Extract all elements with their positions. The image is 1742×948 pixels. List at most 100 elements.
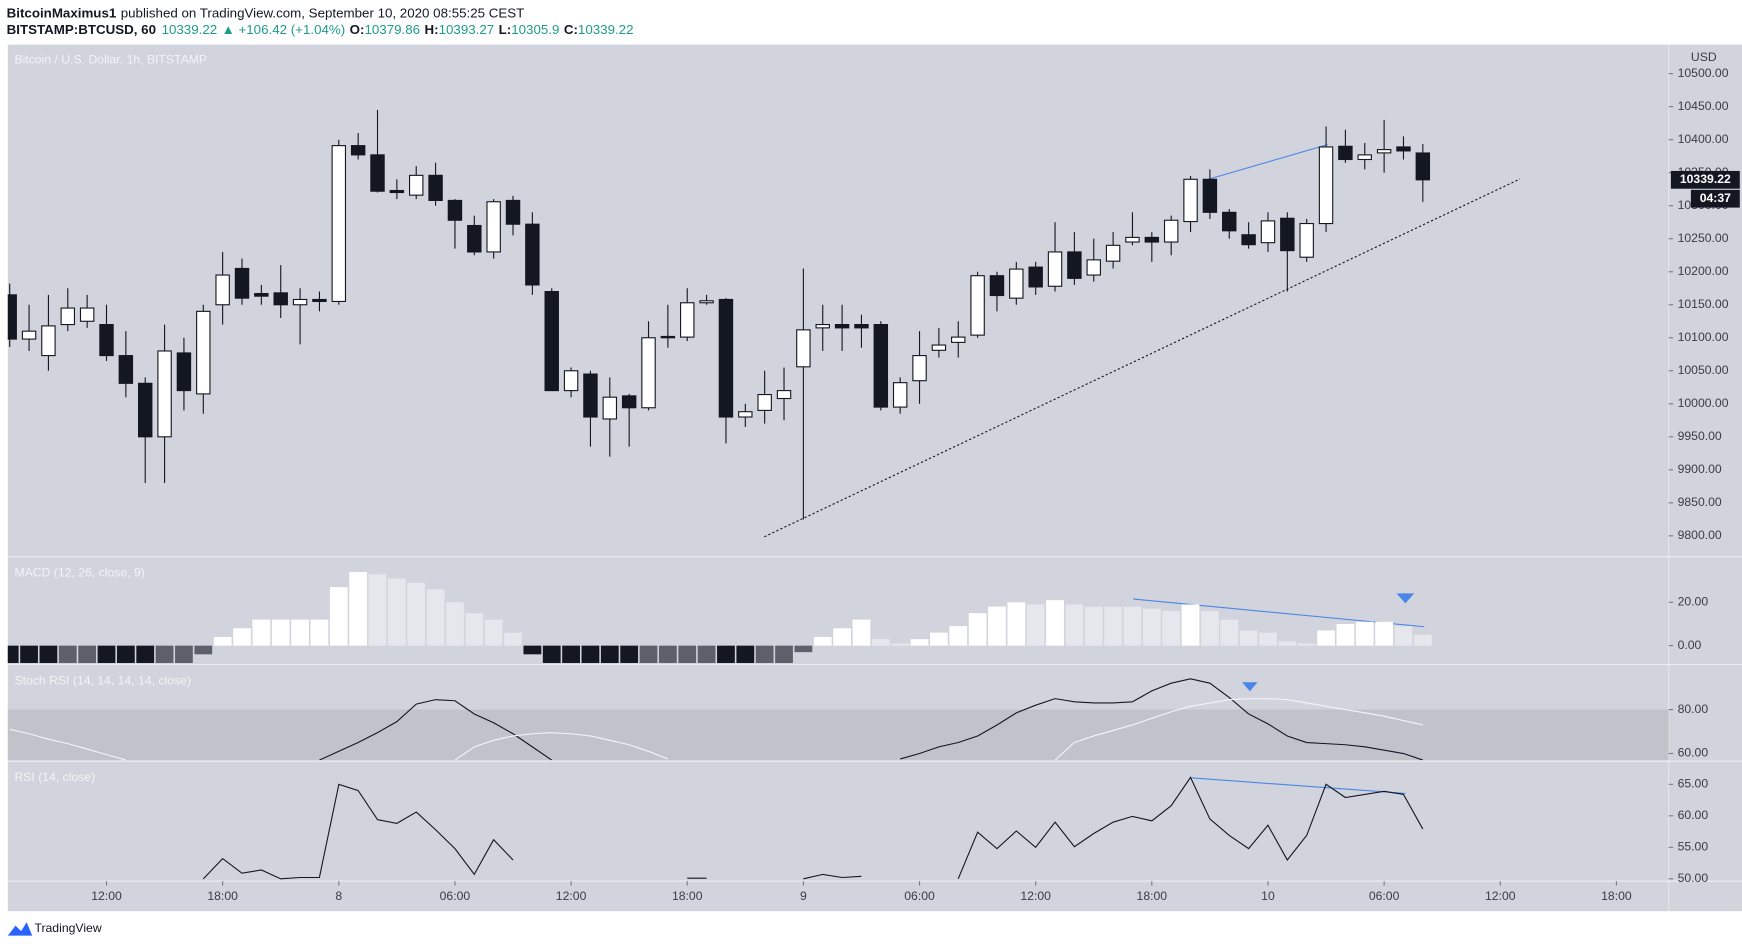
histogram-bar (1007, 602, 1026, 646)
countdown-box (1690, 189, 1740, 208)
candle-body (447, 199, 463, 221)
candle-body (1338, 145, 1353, 161)
x-tick-label: 06:00 (904, 889, 935, 903)
candle-body (1415, 152, 1431, 181)
x-tick-label: 9 (800, 889, 807, 903)
last-price: 10339.22 (162, 22, 218, 37)
ohlc-label: L: (499, 22, 512, 37)
candle-body (176, 352, 192, 392)
candle-body (1222, 211, 1237, 232)
candle-body (137, 382, 153, 438)
candle-body (757, 393, 772, 411)
indicator-line (9, 698, 1423, 761)
histogram-bar (194, 645, 213, 655)
x-tick-label: 12:00 (1020, 889, 1051, 903)
indicator-line (319, 678, 1423, 761)
x-tick-label: 18:00 (1137, 889, 1168, 903)
histogram-bar (213, 636, 232, 646)
histogram-bar (136, 645, 155, 663)
histogram-bar (504, 632, 522, 646)
high-value: 10393.27 (439, 22, 495, 37)
candle-body (273, 292, 288, 306)
histogram-bar (252, 619, 271, 646)
histogram-bar (1355, 621, 1374, 646)
histogram-bar (1046, 600, 1064, 646)
arrow-marker (1396, 593, 1415, 604)
histogram-bar (775, 645, 793, 663)
histogram-bar (116, 645, 135, 663)
footer-logo: TradingView (7, 921, 102, 936)
logo-icon (7, 922, 33, 936)
symbol-line: BITSTAMP:BTCUSD, 60 10339.22 ▲ +106.42 (+1… (7, 22, 634, 37)
histogram-bar (581, 645, 600, 663)
candle-body (718, 298, 734, 418)
candle-body (1028, 266, 1043, 288)
divergence-line (1205, 144, 1328, 181)
histogram-bar (329, 587, 348, 646)
histogram-bar (658, 645, 677, 663)
histogram-bar (523, 645, 542, 655)
candle-body (331, 145, 347, 303)
histogram-bar (620, 645, 639, 663)
y-tick-label: 9850.00 (1678, 495, 1722, 509)
close-value: 10339.22 (578, 22, 634, 37)
histogram-bar (1239, 630, 1258, 646)
candle-body (60, 307, 76, 326)
histogram-bar (58, 645, 77, 663)
axis-unit: USD (1691, 50, 1717, 64)
candle-body (1067, 251, 1082, 279)
plot-area (7, 678, 1669, 761)
y-tick-label: 10050.00 (1678, 363, 1729, 377)
candle-body (641, 337, 656, 409)
candle-body (796, 329, 811, 368)
pane-title: RSI (14, close) (14, 770, 95, 784)
y-tick-label: 9900.00 (1678, 462, 1722, 476)
histogram-bar (426, 589, 445, 646)
candle-body (21, 330, 37, 340)
histogram-bar (949, 626, 968, 646)
symbol: BITSTAMP:BTCUSD, 60 (7, 22, 156, 37)
histogram-bar (446, 602, 464, 646)
y-tick-label: 80.00 (1678, 702, 1709, 716)
candle-body (1241, 234, 1256, 246)
candle-body (854, 324, 869, 329)
candle-body (970, 275, 985, 336)
candle-body (157, 350, 172, 438)
histogram-bar (1375, 621, 1394, 646)
histogram-bar (794, 645, 813, 653)
header-line: BitcoinMaximus1 published on TradingView.… (7, 5, 525, 20)
histogram-bar (968, 613, 987, 646)
price-label: 10339.22 (1680, 172, 1731, 186)
y-tick-label: 65.00 (1678, 777, 1709, 791)
candle-body (1183, 178, 1198, 223)
histogram-bar (1413, 634, 1432, 646)
histogram-bar (78, 645, 97, 663)
trend-line (764, 178, 1521, 538)
histogram-bar (175, 645, 193, 663)
candle-body (776, 390, 792, 400)
candle-body (660, 335, 676, 339)
candle-body (1202, 178, 1218, 213)
histogram-bar (929, 632, 948, 646)
candle-body (79, 307, 95, 322)
x-tick-label: 10 (1261, 889, 1275, 903)
histogram-bar (233, 628, 251, 646)
ohlc-label: C: (564, 22, 578, 37)
y-tick-label: 10000.00 (1678, 396, 1729, 410)
histogram-bar (1394, 626, 1413, 646)
candle-body (525, 223, 540, 286)
histogram-bar (1026, 604, 1045, 646)
y-tick-label: 60.00 (1678, 746, 1709, 760)
candle-body (1086, 259, 1101, 276)
histogram-bar (562, 645, 580, 663)
plot-area (7, 109, 1431, 520)
candle-body (873, 324, 889, 408)
candle-body (486, 201, 501, 253)
candle-body (99, 324, 114, 357)
ohlc-label: H: (425, 22, 439, 37)
candle-body (41, 325, 56, 357)
histogram-bar (1123, 606, 1142, 646)
histogram-bar (1220, 619, 1239, 646)
histogram-bar (465, 613, 484, 646)
candle-body (428, 174, 443, 201)
